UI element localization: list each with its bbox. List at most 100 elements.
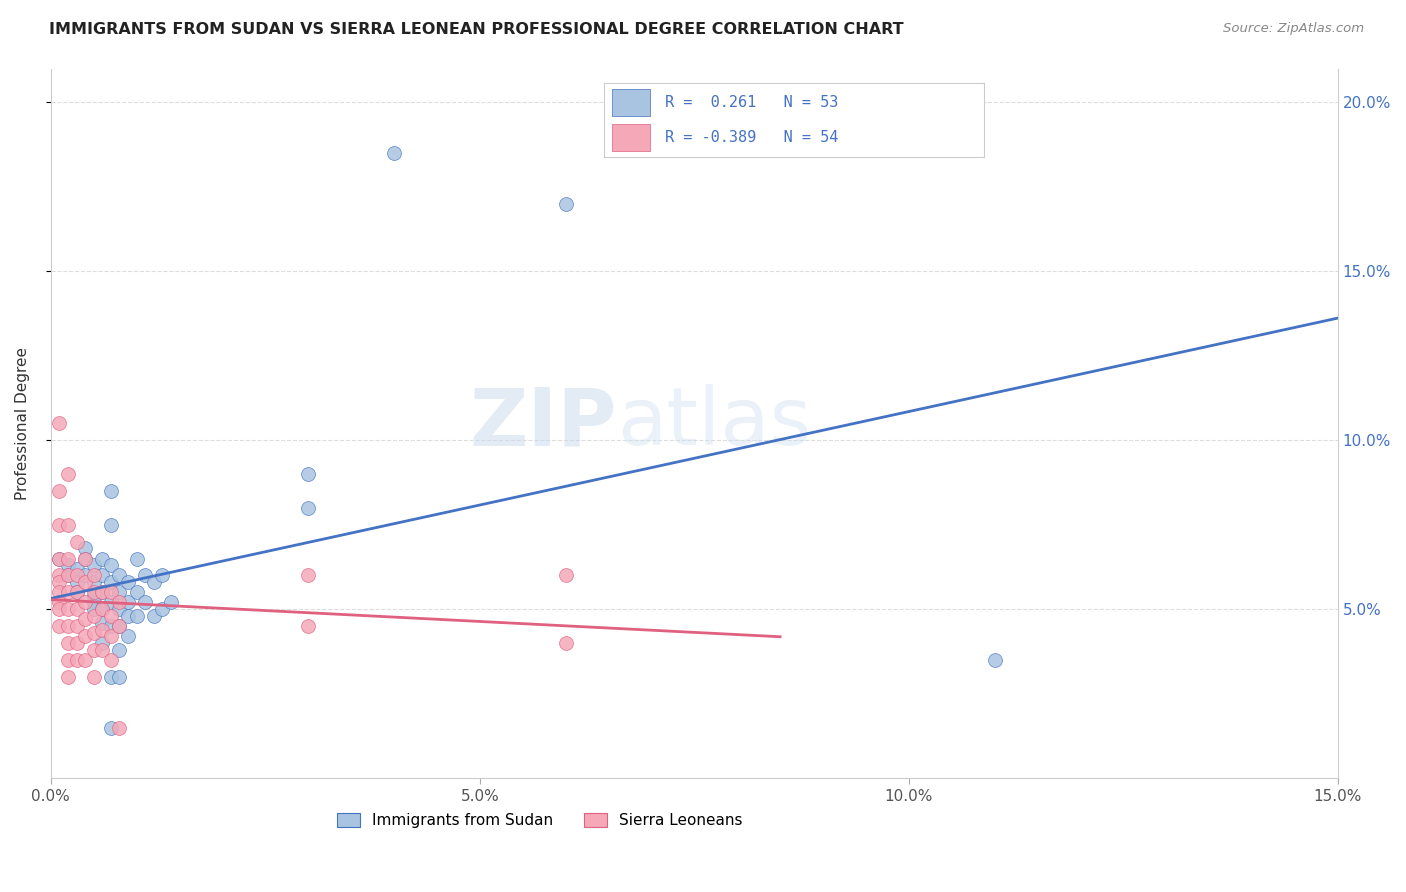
Point xyxy=(117,629,139,643)
Point xyxy=(108,670,131,684)
Point xyxy=(83,642,105,657)
Point xyxy=(56,602,79,616)
Point xyxy=(142,575,165,590)
Point xyxy=(91,551,114,566)
Point xyxy=(75,629,97,643)
Point xyxy=(382,146,405,161)
Point xyxy=(91,623,114,637)
Point xyxy=(100,721,122,735)
Point xyxy=(83,575,105,590)
Point xyxy=(75,551,97,566)
Point xyxy=(108,721,131,735)
Point xyxy=(65,585,87,599)
Point xyxy=(56,585,79,599)
Point xyxy=(983,653,1005,667)
Point xyxy=(65,568,87,582)
Point xyxy=(48,575,70,590)
Point xyxy=(48,551,70,566)
Point xyxy=(91,585,114,599)
Text: Source: ZipAtlas.com: Source: ZipAtlas.com xyxy=(1223,22,1364,36)
Point xyxy=(134,595,156,609)
Point xyxy=(83,568,105,582)
Point xyxy=(48,517,70,532)
Point xyxy=(297,619,319,633)
Point xyxy=(56,636,79,650)
Point xyxy=(65,575,87,590)
Point xyxy=(91,636,114,650)
Point xyxy=(108,585,131,599)
Point xyxy=(100,585,122,599)
Point xyxy=(297,568,319,582)
Point xyxy=(75,568,97,582)
Point xyxy=(125,551,148,566)
Point xyxy=(48,551,70,566)
Point xyxy=(100,653,122,667)
Point xyxy=(100,575,122,590)
Point xyxy=(83,589,105,603)
Point xyxy=(48,417,70,431)
Point xyxy=(108,568,131,582)
Point xyxy=(117,609,139,624)
Point xyxy=(100,619,122,633)
Point xyxy=(100,629,122,643)
Point xyxy=(91,615,114,630)
Point xyxy=(91,642,114,657)
Point xyxy=(56,619,79,633)
Point xyxy=(48,585,70,599)
Point xyxy=(100,595,122,609)
Point xyxy=(117,575,139,590)
Point xyxy=(91,585,114,599)
Text: atlas: atlas xyxy=(617,384,811,462)
Point xyxy=(108,595,131,609)
Point xyxy=(65,562,87,576)
Point xyxy=(134,568,156,582)
Point xyxy=(83,602,105,616)
Point xyxy=(83,595,105,609)
Text: ZIP: ZIP xyxy=(470,384,617,462)
Point xyxy=(48,595,70,609)
Point xyxy=(554,568,576,582)
Point xyxy=(75,595,97,609)
Point xyxy=(56,653,79,667)
Point xyxy=(65,619,87,633)
Point xyxy=(150,602,173,616)
Point xyxy=(150,568,173,582)
Point xyxy=(56,568,79,582)
Point xyxy=(100,483,122,498)
Point xyxy=(48,483,70,498)
Point xyxy=(91,568,114,582)
Point xyxy=(91,602,114,616)
Point xyxy=(75,653,97,667)
Point xyxy=(100,558,122,573)
Point xyxy=(48,619,70,633)
Point xyxy=(75,575,97,590)
Point xyxy=(297,500,319,515)
Point xyxy=(75,551,97,566)
Point xyxy=(56,568,79,582)
Point xyxy=(65,636,87,650)
Point xyxy=(108,619,131,633)
Point xyxy=(65,602,87,616)
Point xyxy=(142,609,165,624)
Point xyxy=(56,517,79,532)
Point xyxy=(56,467,79,481)
Point xyxy=(117,595,139,609)
Point xyxy=(48,568,70,582)
Point xyxy=(75,541,97,556)
Legend: Immigrants from Sudan, Sierra Leoneans: Immigrants from Sudan, Sierra Leoneans xyxy=(330,807,749,834)
Point xyxy=(56,551,79,566)
Point xyxy=(83,626,105,640)
Point xyxy=(554,196,576,211)
Point xyxy=(100,517,122,532)
Point xyxy=(108,602,131,616)
Point xyxy=(65,534,87,549)
Point xyxy=(100,670,122,684)
Point xyxy=(100,609,122,624)
Point xyxy=(91,602,114,616)
Point xyxy=(108,642,131,657)
Point xyxy=(125,585,148,599)
Point xyxy=(56,670,79,684)
Point xyxy=(160,595,183,609)
Text: IMMIGRANTS FROM SUDAN VS SIERRA LEONEAN PROFESSIONAL DEGREE CORRELATION CHART: IMMIGRANTS FROM SUDAN VS SIERRA LEONEAN … xyxy=(49,22,904,37)
Point xyxy=(125,609,148,624)
